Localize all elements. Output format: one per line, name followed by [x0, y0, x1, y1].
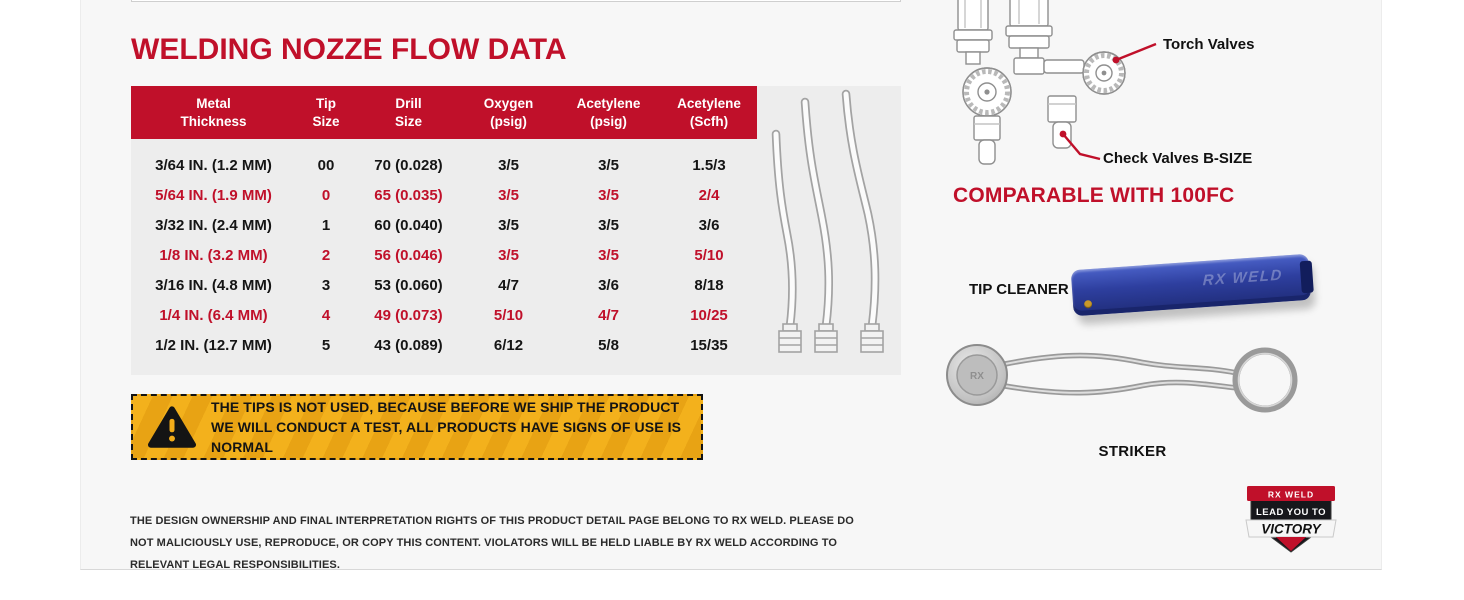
- column-header: Drill Size: [394, 95, 422, 129]
- column-header: Acetylene (Scfh): [677, 95, 741, 129]
- table-cell: 1/8 IN. (3.2 MM): [159, 247, 268, 264]
- table-cell: 6/12: [493, 337, 524, 354]
- table-row: 5/64 IN. (1.9 MM) 0 65 (0.035) 3/5 3/5 2…: [131, 181, 757, 211]
- table-body: 3/64 IN. (1.2 MM) 00 70 (0.028) 3/5 3/5 …: [131, 139, 757, 361]
- check-valves-connector: [1059, 130, 1101, 161]
- logo-victory: VICTORY: [1261, 522, 1323, 537]
- table-cell: 56 (0.046): [374, 247, 443, 264]
- table-cell: 3/5: [498, 157, 519, 174]
- table-cell: 3/5: [598, 247, 619, 264]
- logo-brand: RX WELD: [1268, 490, 1314, 500]
- tip-cleaner-brand: RX WELD: [1202, 266, 1284, 290]
- logo-tagline: LEAD YOU TO: [1256, 507, 1326, 518]
- torch-valves-label: Torch Valves: [1163, 36, 1255, 53]
- striker-label: STRIKER: [1098, 443, 1167, 460]
- warning-text: THE TIPS IS NOT USED, BECAUSE BEFORE WE …: [211, 397, 701, 457]
- table-cell: 5/10: [493, 307, 524, 324]
- column-header: Acetylene (psig): [576, 95, 641, 129]
- warning-box: THE TIPS IS NOT USED, BECAUSE BEFORE WE …: [131, 394, 703, 460]
- table-cell: 4: [321, 307, 331, 324]
- table-row: 1/8 IN. (3.2 MM) 2 56 (0.046) 3/5 3/5 5/…: [131, 241, 757, 271]
- column-header: Oxygen (psig): [483, 95, 534, 129]
- table-cell: 4/7: [498, 277, 519, 294]
- table-cell: 60 (0.040): [374, 217, 443, 234]
- tip-nuts: [778, 323, 884, 353]
- striker-illustration: RX: [946, 344, 1298, 413]
- table-row: 3/32 IN. (2.4 MM) 1 60 (0.040) 3/5 3/5 3…: [131, 211, 757, 241]
- tip-cleaner-label: TIP CLEANER: [969, 281, 1069, 298]
- table-cell: 5: [321, 337, 331, 354]
- table-cell: 3: [321, 277, 331, 294]
- table-row: 1/4 IN. (6.4 MM) 4 49 (0.073) 5/10 4/7 1…: [131, 301, 757, 331]
- table-cell: 3/64 IN. (1.2 MM): [155, 157, 272, 174]
- table-cell: 3/5: [498, 187, 519, 204]
- table-cell: 8/18: [694, 277, 724, 294]
- table-cell: 4/7: [598, 307, 619, 324]
- table-header-row: Metal Thickness Tip Size Drill Size Oxyg…: [131, 86, 757, 139]
- table-cell: 00: [317, 157, 335, 174]
- warning-line-1: THE TIPS IS NOT USED, BECAUSE BEFORE WE …: [211, 399, 680, 415]
- torch-valves-connector: [1112, 42, 1157, 64]
- table-cell: 1.5/3: [692, 157, 726, 174]
- table-row: 1/2 IN. (12.7 MM) 5 43 (0.089) 6/12 5/8 …: [131, 331, 757, 361]
- table-cell: 3/32 IN. (2.4 MM): [155, 217, 272, 234]
- table-cell: 3/5: [598, 217, 619, 234]
- check-valves-label: Check Valves B-SIZE: [1103, 150, 1253, 167]
- welding-tips-illustration: [771, 89, 884, 353]
- warning-line-2: WE WILL CONDUCT A TEST, ALL PRODUCTS HAV…: [211, 419, 682, 455]
- table-cell: 2/4: [698, 187, 720, 204]
- table-cell: 5/64 IN. (1.9 MM): [155, 187, 272, 204]
- column-header: Metal Thickness: [180, 95, 247, 129]
- table-cell: 70 (0.028): [374, 157, 443, 174]
- table-cell: 1: [321, 217, 331, 234]
- flow-data-table: Metal Thickness Tip Size Drill Size Oxyg…: [131, 86, 901, 375]
- table-cell: 53 (0.060): [374, 277, 443, 294]
- tip-cleaner-endcap: [1299, 260, 1314, 294]
- table-cell: 2: [321, 247, 331, 264]
- table-cell: 5/10: [694, 247, 724, 264]
- column-header: Tip Size: [312, 95, 340, 129]
- table-cell: 3/5: [598, 187, 619, 204]
- table-cell: 3/6: [698, 217, 720, 234]
- table-cell: 3/5: [598, 157, 619, 174]
- striker-brand: RX: [970, 371, 984, 382]
- table-cell: 49 (0.073): [374, 307, 443, 324]
- table-cell: 3/16 IN. (4.8 MM): [155, 277, 272, 294]
- table-cell: 10/25: [690, 307, 728, 324]
- comparable-heading: COMPARABLE WITH 100FC: [953, 184, 1235, 207]
- table-cell: 15/35: [690, 337, 728, 354]
- table-cell: 3/5: [498, 217, 519, 234]
- torch-valves-illustration: [953, 0, 1157, 165]
- content-card: WELDING NOZZE FLOW DATA Metal Thickness …: [80, 0, 1382, 570]
- table-cell: 3/6: [598, 277, 619, 294]
- table-cell: 1/2 IN. (12.7 MM): [155, 337, 272, 354]
- table-cell: 5/8: [598, 337, 619, 354]
- tip-cleaner-product: RX WELD: [1070, 253, 1314, 317]
- table-row: 3/64 IN. (1.2 MM) 00 70 (0.028) 3/5 3/5 …: [131, 151, 757, 181]
- table-row: 3/16 IN. (4.8 MM) 3 53 (0.060) 4/7 3/6 8…: [131, 271, 757, 301]
- table-cell: 43 (0.089): [374, 337, 443, 354]
- section-title: WELDING NOZZE FLOW DATA: [131, 33, 567, 66]
- warning-triangle-icon: [133, 405, 211, 450]
- table-cell: 3/5: [498, 247, 519, 264]
- previous-section-border: [131, 0, 901, 2]
- tip-cleaner-pivot: [1083, 299, 1093, 309]
- legal-disclaimer: THE DESIGN OWNERSHIP AND FINAL INTERPRET…: [130, 515, 854, 570]
- table-cell: 0: [321, 187, 331, 204]
- rx-weld-logo: RX WELD LEAD YOU TO VICTORY: [1245, 486, 1337, 553]
- table-cell: 65 (0.035): [374, 187, 443, 204]
- table-cell: 1/4 IN. (6.4 MM): [159, 307, 268, 324]
